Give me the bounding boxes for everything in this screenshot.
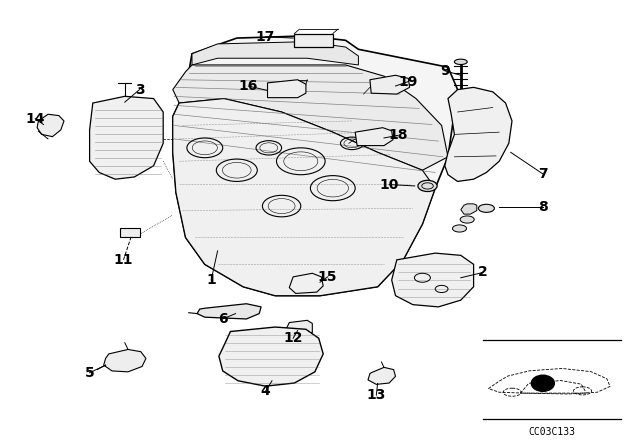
Text: 3: 3	[134, 82, 145, 97]
Text: 18: 18	[388, 128, 408, 142]
Text: 14: 14	[26, 112, 45, 126]
Polygon shape	[268, 80, 306, 98]
Polygon shape	[197, 304, 261, 319]
Polygon shape	[445, 87, 512, 181]
Ellipse shape	[460, 216, 474, 223]
Text: 17: 17	[256, 30, 275, 44]
Text: 15: 15	[318, 270, 337, 284]
Text: 4: 4	[260, 384, 271, 398]
Text: 8: 8	[538, 200, 548, 214]
Polygon shape	[192, 42, 358, 65]
Polygon shape	[461, 204, 477, 214]
Polygon shape	[173, 65, 448, 170]
Text: 2: 2	[478, 265, 488, 280]
Text: 10: 10	[380, 177, 399, 192]
Polygon shape	[173, 99, 435, 296]
Text: 16: 16	[239, 79, 258, 93]
Polygon shape	[289, 273, 323, 293]
Text: 7: 7	[538, 167, 548, 181]
FancyBboxPatch shape	[120, 228, 140, 237]
Ellipse shape	[454, 59, 467, 65]
Text: 12: 12	[284, 331, 303, 345]
Text: 11: 11	[114, 253, 133, 267]
Ellipse shape	[452, 225, 467, 232]
Text: 5: 5	[84, 366, 95, 380]
Text: 6: 6	[218, 312, 228, 326]
Polygon shape	[370, 75, 410, 94]
Ellipse shape	[418, 180, 437, 192]
Polygon shape	[37, 114, 64, 137]
Text: 13: 13	[367, 388, 386, 402]
Circle shape	[531, 375, 554, 392]
Polygon shape	[219, 327, 323, 386]
Text: 9: 9	[440, 64, 450, 78]
Ellipse shape	[479, 204, 495, 212]
Polygon shape	[368, 367, 396, 384]
Polygon shape	[392, 253, 474, 307]
Polygon shape	[173, 36, 458, 296]
Polygon shape	[355, 128, 393, 146]
Polygon shape	[104, 349, 146, 372]
Text: 1: 1	[206, 273, 216, 287]
FancyBboxPatch shape	[294, 34, 333, 47]
Polygon shape	[90, 96, 163, 179]
Polygon shape	[287, 320, 312, 336]
Text: 19: 19	[399, 74, 418, 89]
Text: CC03C133: CC03C133	[529, 427, 575, 437]
